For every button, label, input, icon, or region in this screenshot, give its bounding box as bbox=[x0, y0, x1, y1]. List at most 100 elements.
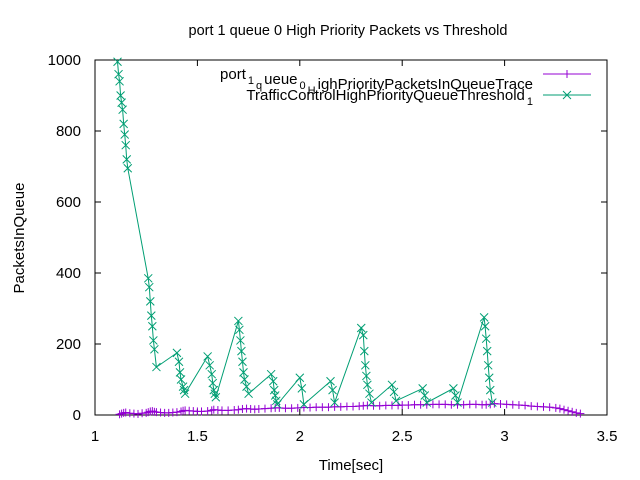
data-point bbox=[180, 389, 190, 399]
data-point bbox=[545, 403, 554, 412]
data-point bbox=[356, 323, 366, 333]
series-1 bbox=[113, 57, 497, 409]
data-point bbox=[235, 325, 244, 335]
data-point bbox=[116, 91, 125, 100]
data-point bbox=[330, 398, 339, 407]
data-point bbox=[117, 98, 126, 107]
data-point bbox=[391, 396, 401, 406]
chart-title: port 1 queue 0 High Priority Packets vs … bbox=[189, 23, 508, 39]
y-tick-label: 200 bbox=[56, 336, 81, 353]
data-point bbox=[113, 57, 122, 67]
data-point bbox=[207, 369, 217, 379]
data-point bbox=[362, 371, 371, 381]
data-point bbox=[149, 336, 158, 345]
data-point bbox=[203, 407, 212, 416]
data-point bbox=[115, 76, 124, 86]
data-point bbox=[172, 348, 182, 358]
data-point bbox=[142, 408, 151, 417]
data-point bbox=[242, 382, 251, 391]
data-point bbox=[367, 398, 376, 407]
data-point bbox=[326, 376, 335, 386]
data-point bbox=[363, 380, 372, 390]
data-point bbox=[148, 407, 157, 416]
data-point bbox=[209, 385, 219, 395]
data-point bbox=[482, 346, 492, 356]
data-point bbox=[122, 155, 132, 164]
data-point bbox=[203, 352, 212, 361]
data-point bbox=[521, 401, 530, 410]
data-point bbox=[244, 389, 253, 399]
data-point bbox=[359, 346, 369, 356]
data-point bbox=[152, 362, 161, 372]
legend-label-part: port bbox=[220, 66, 247, 83]
y-axis-label: PacketsInQueue bbox=[11, 183, 28, 294]
data-point bbox=[176, 375, 186, 384]
data-point bbox=[295, 373, 305, 383]
data-point bbox=[559, 405, 568, 414]
series-layer bbox=[113, 57, 585, 419]
data-point bbox=[174, 357, 184, 367]
legend-label-subscript: q bbox=[256, 80, 262, 92]
data-point bbox=[551, 403, 560, 412]
legend-entry-1: TrafficControlHighPriorityQueueThreshold… bbox=[246, 87, 591, 108]
data-point bbox=[146, 311, 156, 320]
data-point bbox=[484, 373, 494, 383]
data-point bbox=[420, 391, 430, 400]
data-point bbox=[449, 384, 458, 393]
x-tick-label: 3.5 bbox=[597, 428, 618, 445]
data-point bbox=[211, 392, 221, 402]
legend-marker bbox=[563, 70, 571, 78]
legend-label-part: ighPriorityPacketsInQueueTrace bbox=[318, 76, 533, 93]
y-axis: 0 200 400 600 800 1000 bbox=[48, 52, 607, 424]
data-point bbox=[175, 368, 185, 377]
x-tick-label: 1 bbox=[91, 428, 99, 445]
data-point bbox=[481, 334, 491, 344]
x-tick-label: 3 bbox=[500, 428, 508, 445]
data-point bbox=[387, 380, 397, 390]
legend-label-subscript: 0 bbox=[300, 80, 306, 92]
data-point bbox=[422, 398, 432, 407]
data-point bbox=[297, 384, 307, 393]
data-point bbox=[418, 384, 428, 393]
plot-frame bbox=[94, 59, 608, 416]
y-tick-label: 0 bbox=[73, 407, 81, 424]
data-point bbox=[120, 130, 130, 139]
x-tick-label: 2 bbox=[296, 428, 304, 445]
data-point bbox=[123, 163, 133, 173]
data-point bbox=[328, 385, 337, 395]
data-point bbox=[178, 382, 188, 391]
legend-label-part: TrafficControlHighPriorityQueueThreshold bbox=[246, 87, 524, 104]
data-point bbox=[299, 399, 309, 409]
data-point bbox=[576, 409, 585, 418]
data-point bbox=[479, 313, 489, 322]
data-point bbox=[270, 391, 280, 400]
x-axis: 1 1.5 2 2.5 3 3.5 bbox=[91, 60, 618, 445]
data-point bbox=[568, 407, 577, 416]
data-point bbox=[268, 376, 278, 386]
x-tick-label: 2.5 bbox=[392, 428, 413, 445]
data-point bbox=[271, 396, 281, 406]
data-point bbox=[237, 346, 246, 356]
data-point bbox=[145, 297, 155, 306]
series-line-1 bbox=[117, 61, 493, 406]
data-point bbox=[572, 408, 581, 417]
data-point bbox=[236, 336, 245, 345]
data-point bbox=[564, 406, 573, 415]
data-point bbox=[210, 389, 220, 399]
legend-label-subscript: 1 bbox=[248, 75, 254, 87]
data-point bbox=[360, 360, 370, 370]
data-point bbox=[114, 69, 123, 79]
y-tick-label: 1000 bbox=[48, 52, 81, 69]
x-tick-label: 1.5 bbox=[187, 428, 208, 445]
data-point bbox=[143, 273, 153, 283]
data-point bbox=[555, 404, 564, 413]
data-point bbox=[234, 316, 243, 326]
data-point bbox=[389, 387, 399, 397]
y-tick-label: 600 bbox=[56, 194, 81, 211]
data-point bbox=[358, 330, 368, 340]
data-point bbox=[119, 119, 129, 129]
data-point bbox=[453, 398, 462, 407]
